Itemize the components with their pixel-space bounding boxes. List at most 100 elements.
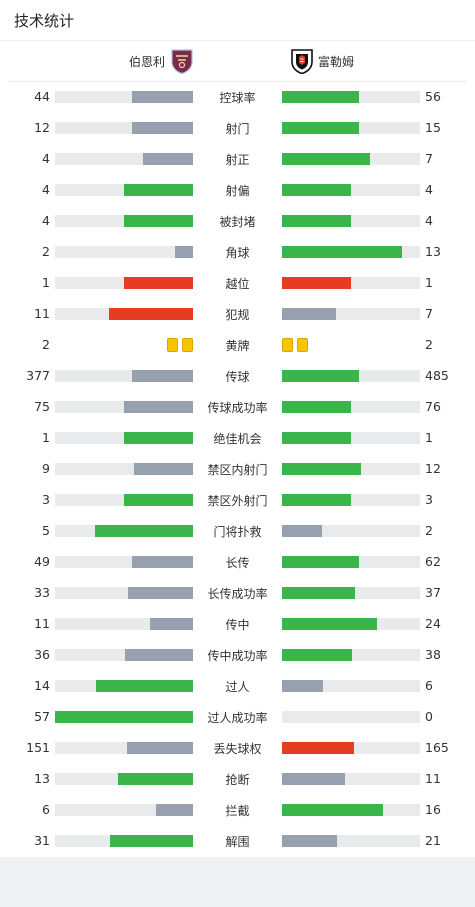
away-bar-fill <box>282 835 337 847</box>
home-value: 14 <box>34 678 50 693</box>
stat-label: 被封堵 <box>219 215 256 229</box>
away-value: 6 <box>425 678 433 693</box>
away-bar-fill <box>282 432 351 444</box>
away-value: 21 <box>425 833 441 848</box>
away-bar-fill <box>282 618 377 630</box>
home-bar-track <box>55 246 193 258</box>
stat-label: 黄牌 <box>225 339 250 353</box>
home-value: 151 <box>26 740 50 755</box>
stat-label: 过人 <box>225 680 250 694</box>
home-value: 11 <box>34 616 50 631</box>
home-team-name: 伯恩利 <box>128 55 165 69</box>
stat-row: 3 禁区外射门 3 <box>0 484 475 515</box>
stat-row: 57 过人成功率 0 <box>0 701 475 732</box>
away-bar-fill <box>282 277 351 289</box>
home-bar-track <box>55 122 193 134</box>
away-value: 12 <box>425 461 441 476</box>
home-bar-track <box>55 835 193 847</box>
stat-row: 4 射偏 4 <box>0 174 475 205</box>
home-bar-fill <box>132 122 193 134</box>
stat-label: 传球成功率 <box>207 401 268 415</box>
stat-row: 2 角球 13 <box>0 236 475 267</box>
away-bar-fill <box>282 494 351 506</box>
away-value: 165 <box>425 740 449 755</box>
away-value: 0 <box>425 709 433 724</box>
away-value: 15 <box>425 120 441 135</box>
away-bar-track <box>282 587 420 599</box>
away-value: 3 <box>425 492 433 507</box>
away-value: 2 <box>425 337 433 352</box>
away-value: 24 <box>425 616 441 631</box>
team-header: 伯恩利 富勒姆 <box>0 46 475 76</box>
home-value: 31 <box>34 833 50 848</box>
burnley-crest-icon <box>171 49 193 74</box>
stat-row: 377 传球 485 <box>0 360 475 391</box>
away-team-name: 富勒姆 <box>318 55 355 69</box>
away-value: 7 <box>425 151 433 166</box>
away-value: 16 <box>425 802 441 817</box>
away-value: 1 <box>425 275 433 290</box>
away-cards <box>282 338 308 352</box>
home-bar-track <box>55 618 193 630</box>
home-bar-fill <box>124 494 193 506</box>
home-value: 4 <box>42 213 50 228</box>
stat-row: 151 丢失球权 165 <box>0 732 475 763</box>
away-bar-track <box>282 153 420 165</box>
stat-label: 门将扑救 <box>213 525 262 539</box>
stat-row: 1 越位 1 <box>0 267 475 298</box>
stat-label: 长传 <box>225 556 250 570</box>
away-bar-track <box>282 773 420 785</box>
away-bar-fill <box>282 680 323 692</box>
stat-label: 传中成功率 <box>207 649 268 663</box>
home-bar-track <box>55 215 193 227</box>
stat-label: 越位 <box>225 277 250 291</box>
divider <box>8 81 467 82</box>
home-bar-fill <box>96 680 193 692</box>
away-bar-fill <box>282 122 359 134</box>
stats-list: 44 控球率 56 12 射门 15 4 射正 7 4 射偏 4 4 被封堵 4 2 角球 13 1 越位 1 11 犯规 7… <box>0 81 475 856</box>
page-title: 技术统计 <box>14 12 75 30</box>
home-bar-fill <box>124 215 193 227</box>
stat-label: 长传成功率 <box>207 587 268 601</box>
home-bar-fill <box>124 401 193 413</box>
home-bar-track <box>55 587 193 599</box>
away-bar-fill <box>282 91 359 103</box>
home-value: 2 <box>42 337 50 352</box>
away-value: 2 <box>425 523 433 538</box>
home-value: 75 <box>34 399 50 414</box>
away-bar-track <box>282 742 420 754</box>
away-bar-track <box>282 494 420 506</box>
away-value: 4 <box>425 182 433 197</box>
home-bar-fill <box>118 773 193 785</box>
yellow-card-icon <box>167 338 178 352</box>
away-bar-track <box>282 835 420 847</box>
away-value: 11 <box>425 771 441 786</box>
home-bar-track <box>55 370 193 382</box>
stat-label: 角球 <box>225 246 250 260</box>
home-value: 5 <box>42 523 50 538</box>
home-value: 44 <box>34 89 50 104</box>
stat-label: 过人成功率 <box>207 711 268 725</box>
stat-label: 传中 <box>225 618 250 632</box>
away-bar-fill <box>282 742 354 754</box>
home-value: 4 <box>42 151 50 166</box>
away-bar-fill <box>282 463 361 475</box>
away-value: 62 <box>425 554 441 569</box>
stat-label: 丢失球权 <box>213 742 262 756</box>
home-bar-track <box>55 494 193 506</box>
home-bar-fill <box>110 835 193 847</box>
home-value: 9 <box>42 461 50 476</box>
stat-row: 33 长传成功率 37 <box>0 577 475 608</box>
away-value: 37 <box>425 585 441 600</box>
home-value: 12 <box>34 120 50 135</box>
stat-row: 6 拦截 16 <box>0 794 475 825</box>
home-bar-track <box>55 742 193 754</box>
away-bar-fill <box>282 308 336 320</box>
away-bar-fill <box>282 773 345 785</box>
home-bar-track <box>55 804 193 816</box>
stats-panel: 技术统计 伯恩利 富勒姆 44 控球率 56 12 射门 15 4 射正 7 4 射偏 4 4 被封堵 4 2… <box>0 0 475 857</box>
stat-row: 11 犯规 7 <box>0 298 475 329</box>
stat-row: 1 绝佳机会 1 <box>0 422 475 453</box>
stat-row: 9 禁区内射门 12 <box>0 453 475 484</box>
stat-row: 4 射正 7 <box>0 143 475 174</box>
